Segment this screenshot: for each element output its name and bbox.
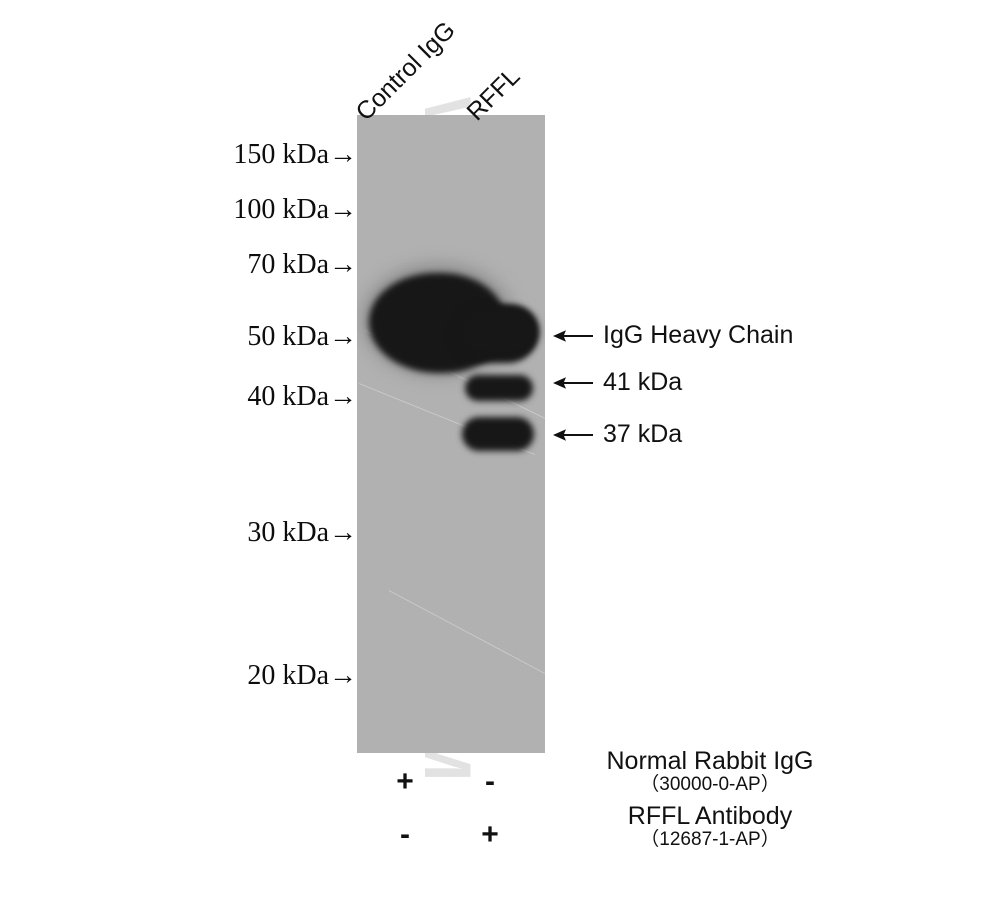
left-arrow-icon [551, 374, 593, 392]
ladder-label-70: 70 kDa→ [247, 249, 357, 280]
annotation-37kda: 37 kDa [551, 420, 682, 449]
ladder-label-30: 30 kDa→ [247, 517, 357, 548]
band-rffl-37kda [462, 417, 534, 451]
ladder-label-100: 100 kDa→ [233, 194, 357, 225]
legend-normal-rabbit-igg: Normal Rabbit IgG （30000-0-AP） [560, 748, 860, 796]
legend-name: RFFL Antibody [627, 802, 793, 830]
sign-rffl-antibody-control-lane: - [400, 818, 410, 851]
ladder-label-150: 150 kDa→ [233, 139, 357, 170]
legend-catalog-number: （12687-1-AP） [640, 829, 780, 851]
left-arrow-icon [551, 327, 593, 345]
legend-catalog-number: （30000-0-AP） [640, 774, 780, 796]
ladder-label-40: 40 kDa→ [247, 381, 357, 412]
sign-rffl-antibody-rffl-lane: + [481, 818, 499, 851]
ladder-label-50: 50 kDa→ [247, 321, 357, 352]
annotation-igg-heavy-chain: IgG Heavy Chain [551, 321, 793, 350]
sign-normal-rabbit-igg-control-lane: + [396, 765, 414, 798]
blot-membrane [357, 115, 545, 753]
legend-rffl-antibody: RFFL Antibody （12687-1-AP） [560, 803, 860, 851]
annotation-41kda: 41 kDa [551, 368, 682, 397]
band-rffl-41kda [465, 375, 533, 401]
left-arrow-icon [551, 426, 593, 444]
ladder-label-20: 20 kDa→ [247, 660, 357, 691]
annotation-label: 37 kDa [603, 420, 683, 448]
annotation-label: 41 kDa [603, 368, 683, 396]
annotation-label: IgG Heavy Chain [603, 321, 794, 349]
band-rffl-igg-heavy-chain [457, 306, 539, 356]
legend-name: Normal Rabbit IgG [606, 747, 814, 775]
sign-normal-rabbit-igg-rffl-lane: - [485, 765, 495, 798]
